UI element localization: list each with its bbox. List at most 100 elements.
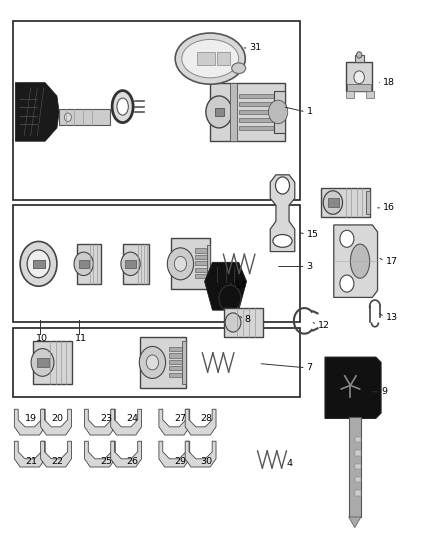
Polygon shape — [85, 409, 115, 435]
Polygon shape — [185, 441, 216, 467]
Ellipse shape — [117, 98, 128, 115]
Text: 29: 29 — [174, 457, 186, 465]
Bar — [239, 118, 274, 122]
Polygon shape — [159, 409, 190, 435]
Text: 22: 22 — [52, 457, 64, 465]
Text: 8: 8 — [244, 316, 251, 324]
Ellipse shape — [232, 63, 246, 74]
Bar — [169, 373, 182, 377]
Bar — [366, 91, 374, 98]
Bar — [355, 437, 361, 442]
Text: 20: 20 — [52, 414, 64, 423]
Text: 15: 15 — [307, 230, 318, 239]
Bar — [140, 337, 186, 388]
Ellipse shape — [121, 252, 140, 276]
Bar — [230, 83, 237, 141]
Bar — [239, 94, 274, 98]
Text: 13: 13 — [385, 313, 398, 321]
Ellipse shape — [225, 313, 241, 332]
Ellipse shape — [340, 275, 354, 292]
Bar — [169, 366, 182, 370]
Ellipse shape — [273, 235, 292, 247]
Text: 7: 7 — [307, 364, 313, 372]
Bar — [195, 248, 207, 253]
Bar — [125, 260, 136, 268]
Bar — [366, 191, 370, 214]
Ellipse shape — [219, 285, 241, 312]
Bar — [239, 126, 274, 130]
Polygon shape — [159, 441, 190, 467]
Ellipse shape — [182, 39, 239, 78]
Text: 30: 30 — [201, 457, 213, 465]
Text: 16: 16 — [383, 204, 395, 212]
Polygon shape — [14, 409, 45, 435]
Ellipse shape — [354, 71, 364, 84]
Text: 21: 21 — [25, 457, 37, 465]
Polygon shape — [14, 441, 45, 467]
Ellipse shape — [175, 33, 245, 84]
Ellipse shape — [357, 52, 362, 58]
Text: 17: 17 — [385, 257, 397, 265]
Ellipse shape — [276, 177, 290, 194]
Bar — [13, 21, 300, 200]
Ellipse shape — [340, 230, 354, 247]
Ellipse shape — [139, 346, 166, 378]
Polygon shape — [41, 409, 71, 435]
Ellipse shape — [64, 113, 71, 122]
Ellipse shape — [268, 100, 288, 124]
Bar — [77, 244, 101, 284]
Bar — [37, 358, 49, 367]
Bar — [347, 84, 371, 91]
Polygon shape — [15, 83, 59, 141]
Polygon shape — [325, 357, 381, 418]
Bar — [239, 110, 274, 114]
Polygon shape — [185, 409, 216, 435]
Polygon shape — [111, 441, 141, 467]
Text: 1: 1 — [307, 108, 313, 116]
Polygon shape — [205, 262, 247, 310]
Bar — [215, 108, 224, 116]
Bar — [355, 464, 361, 469]
Bar — [355, 450, 361, 456]
Ellipse shape — [146, 355, 159, 370]
Text: 27: 27 — [174, 414, 186, 423]
Bar — [33, 260, 45, 268]
Text: 10: 10 — [36, 334, 48, 343]
Bar — [169, 353, 182, 358]
Ellipse shape — [167, 248, 194, 280]
Ellipse shape — [20, 241, 57, 286]
Text: 9: 9 — [381, 387, 387, 396]
Text: 3: 3 — [307, 262, 313, 271]
Bar — [59, 109, 110, 125]
Ellipse shape — [350, 244, 370, 278]
Bar — [355, 490, 361, 496]
Bar — [171, 238, 210, 289]
Ellipse shape — [174, 256, 187, 271]
Bar — [13, 205, 300, 322]
Bar — [274, 91, 285, 133]
Bar — [210, 83, 285, 141]
Ellipse shape — [27, 250, 50, 278]
Bar — [33, 341, 72, 384]
Bar — [195, 261, 207, 265]
Bar — [217, 52, 230, 65]
Bar — [169, 360, 182, 364]
Ellipse shape — [112, 91, 133, 123]
Bar — [79, 260, 89, 268]
Text: 12: 12 — [318, 321, 329, 329]
Polygon shape — [85, 441, 115, 467]
Text: 31: 31 — [250, 44, 262, 52]
Ellipse shape — [74, 252, 93, 276]
Bar — [195, 268, 207, 272]
Text: 23: 23 — [100, 414, 112, 423]
Text: 18: 18 — [383, 78, 395, 87]
Bar — [355, 55, 364, 62]
Text: 11: 11 — [74, 334, 86, 343]
Bar — [355, 477, 361, 482]
Text: 19: 19 — [25, 414, 37, 423]
Bar — [207, 245, 210, 282]
Bar — [346, 91, 354, 98]
Text: 25: 25 — [100, 457, 112, 465]
Polygon shape — [334, 225, 378, 297]
Bar — [328, 198, 339, 207]
